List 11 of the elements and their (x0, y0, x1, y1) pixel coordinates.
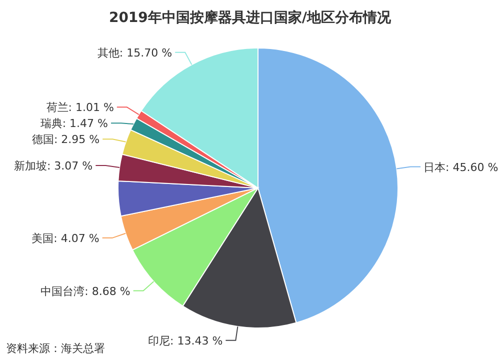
slice-label: 印尼: 13.43 % (148, 334, 223, 348)
slice-label: 其他: 15.70 % (97, 46, 172, 60)
chart-title: 2019年中国按摩器具进口国家/地区分布情况 (108, 9, 392, 26)
slice-label: 荷兰: 1.01 % (46, 101, 114, 114)
slice-label: 美国: 4.07 % (32, 232, 100, 245)
slice-label: 瑞典: 1.47 % (40, 117, 108, 130)
slice-label: 德国: 2.95 % (32, 133, 100, 146)
slice-label: 中国台湾: 8.68 % (40, 284, 130, 298)
slice-label: 日本: 45.60 % (424, 160, 498, 174)
text: 资料来源：海关总署 (6, 342, 105, 355)
slice-label: 新加坡: 3.07 % (14, 159, 93, 172)
